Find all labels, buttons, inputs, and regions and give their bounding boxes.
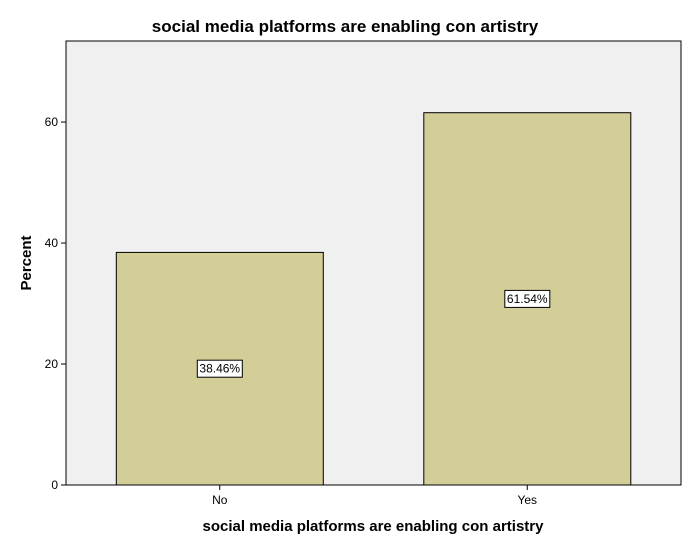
y-tick-label: 20: [45, 357, 59, 371]
y-axis-title: Percent: [18, 235, 35, 290]
data-label-text: 38.46%: [199, 362, 240, 376]
data-label-no: 38.46%: [196, 359, 243, 378]
y-tick-label: 60: [45, 115, 59, 129]
x-tick-label: Yes: [517, 493, 537, 507]
data-label-box: [196, 359, 243, 378]
data-labels-layer: 38.46% 61.54%: [196, 289, 551, 378]
x-axis-title: social media platforms are enabling con …: [203, 518, 545, 535]
data-label-yes: 61.54%: [504, 289, 551, 308]
chart-title: social media platforms are enabling con …: [152, 17, 539, 36]
x-ticks-layer: No Yes: [212, 485, 537, 507]
y-ticks-layer: 0 20 40 60: [45, 115, 66, 492]
y-tick-label: 0: [51, 478, 58, 492]
x-tick-label: No: [212, 493, 228, 507]
data-label-text: 61.54%: [507, 292, 548, 306]
data-label-box: [504, 289, 551, 308]
y-tick-label: 40: [45, 236, 59, 250]
